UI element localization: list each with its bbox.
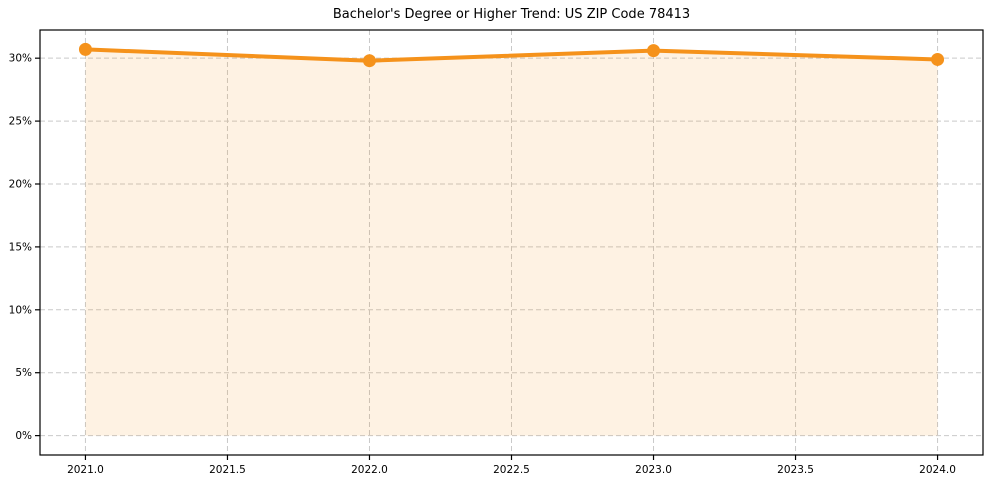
- x-tick-label: 2023.5: [777, 464, 814, 476]
- x-tick-label: 2022.5: [493, 464, 530, 476]
- y-tick-label: 10%: [9, 304, 32, 316]
- data-point-marker: [362, 54, 376, 68]
- y-tick-label: 20%: [9, 178, 32, 190]
- x-tick-label: 2022.0: [351, 464, 388, 476]
- y-tick-label: 25%: [9, 116, 32, 128]
- data-point-marker: [931, 52, 945, 66]
- x-tick-label: 2023.0: [635, 464, 672, 476]
- trend-line: [83, 47, 940, 63]
- x-tick-label: 2021.5: [209, 464, 246, 476]
- y-tick-label: 0%: [15, 430, 32, 442]
- data-point-marker: [78, 42, 92, 56]
- y-tick-label: 30%: [9, 53, 32, 65]
- data-point-marker: [647, 44, 661, 58]
- area-fill: [85, 49, 938, 436]
- x-tick-label: 2024.0: [919, 464, 956, 476]
- y-tick-label: 5%: [15, 367, 32, 379]
- x-tick-label: 2021.0: [67, 464, 104, 476]
- y-tick-label: 15%: [9, 241, 32, 253]
- chart-title: Bachelor's Degree or Higher Trend: US ZI…: [332, 7, 691, 22]
